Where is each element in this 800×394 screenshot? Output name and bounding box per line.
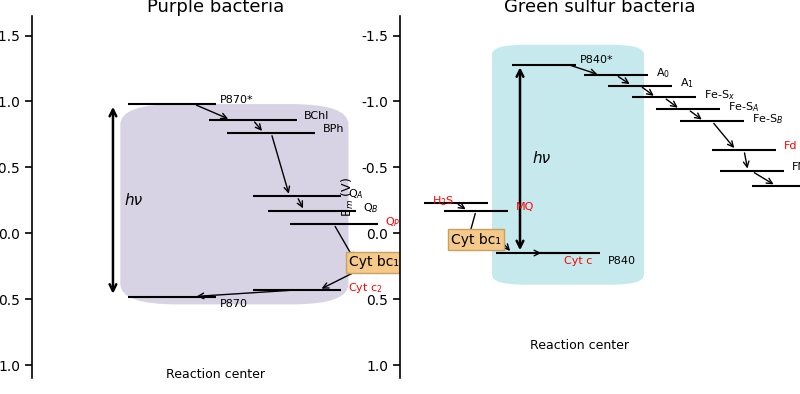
Text: Cyt c$_2$: Cyt c$_2$	[349, 281, 383, 295]
Text: Fe-S$_A$: Fe-S$_A$	[728, 100, 759, 114]
Text: Green sulfur bacteria: Green sulfur bacteria	[504, 0, 696, 16]
Text: Q$_B$: Q$_B$	[363, 202, 379, 216]
Text: hν: hν	[532, 151, 550, 166]
Text: Cyt c: Cyt c	[564, 256, 592, 266]
Text: MQ: MQ	[516, 202, 534, 212]
Text: Q$_A$: Q$_A$	[349, 187, 364, 201]
Text: A$_1$: A$_1$	[680, 76, 694, 90]
Text: Reaction center: Reaction center	[166, 368, 266, 381]
Text: Purple bacteria: Purple bacteria	[147, 0, 285, 16]
Text: A$_0$: A$_0$	[656, 66, 670, 80]
Y-axis label: E$_m$ (V): E$_m$ (V)	[340, 177, 356, 217]
Text: P840*: P840*	[580, 55, 614, 65]
Text: Reaction center: Reaction center	[530, 339, 630, 352]
Text: Fe-S$_B$: Fe-S$_B$	[752, 112, 783, 126]
Text: Cyt bc₁: Cyt bc₁	[451, 233, 501, 247]
Text: Q$_P$: Q$_P$	[386, 215, 401, 229]
Text: BPh: BPh	[322, 124, 344, 134]
Text: Cyt bc₁: Cyt bc₁	[350, 255, 399, 269]
Text: hν: hν	[124, 193, 142, 208]
Text: FNR: FNR	[792, 162, 800, 172]
Text: P870*: P870*	[220, 95, 254, 105]
Text: P870: P870	[220, 299, 248, 309]
Text: Fe-S$_x$: Fe-S$_x$	[704, 88, 735, 102]
Text: BChl: BChl	[304, 111, 330, 121]
FancyBboxPatch shape	[120, 104, 349, 305]
Text: P840: P840	[608, 256, 636, 266]
FancyBboxPatch shape	[492, 45, 644, 284]
Text: Fd: Fd	[784, 141, 798, 151]
Text: H$_2$S: H$_2$S	[432, 194, 454, 208]
